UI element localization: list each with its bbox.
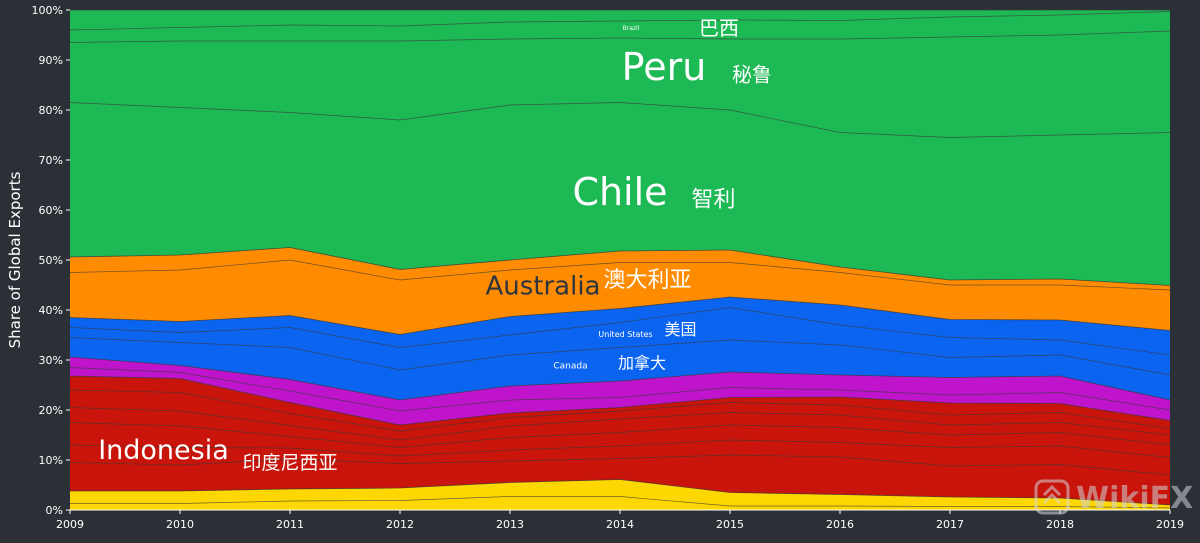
y-tick-label: 10%	[39, 454, 63, 467]
sub-line-blue-1	[69, 307, 1171, 356]
sub-line-red-0	[69, 454, 1171, 476]
sub-line-red-4	[69, 389, 1171, 432]
y-tick-label: 50%	[39, 254, 63, 267]
wikifx-logo-icon	[1034, 479, 1070, 515]
x-tick-label: 2010	[166, 518, 194, 531]
label-indonesia: Indonesia	[98, 435, 229, 466]
y-tick-label: 0%	[46, 504, 63, 517]
boundary-line-orange	[69, 247, 1171, 286]
area-blue	[70, 297, 1170, 400]
x-tick-label: 2016	[826, 518, 854, 531]
area-yellow	[70, 479, 1170, 510]
country-boundary-lines	[69, 9, 1171, 509]
watermark: WikiFX	[1034, 479, 1193, 516]
y-tick-label: 30%	[39, 354, 63, 367]
area-red	[70, 376, 1170, 505]
area-layers	[70, 10, 1170, 510]
label-chile-cn: 智利	[691, 188, 735, 213]
label-australia-cn: 澳大利亚	[603, 268, 691, 293]
x-tick-label: 2013	[496, 518, 524, 531]
sub-line-purple-0	[69, 367, 1171, 412]
label-canada: Canada	[553, 362, 587, 372]
y-tick-label: 40%	[39, 304, 63, 317]
area-green	[70, 10, 1170, 286]
boundary-line-red	[69, 375, 1171, 426]
sub-line-green-2	[69, 11, 1171, 31]
label-peru-cn: 秘鲁	[732, 63, 772, 87]
country-labels: Brazil 巴西 Peru 秘鲁 Chile 智利 Australia 澳大利亚 United…	[98, 16, 772, 474]
x-axis-ticks: 2009 2010 2011 2012 2013 2014 2015 2016 2017 2018…	[56, 510, 1184, 531]
sub-line-red-2	[69, 422, 1171, 448]
area-purple	[70, 357, 1170, 425]
label-canada-cn: 加拿大	[618, 354, 666, 373]
sub-line-green-1	[69, 30, 1171, 43]
wikifx-watermark-text: WikiFX	[1076, 481, 1193, 516]
sub-line-green-0	[69, 102, 1171, 138]
y-tick-label: 90%	[39, 54, 63, 67]
label-peru: Peru	[622, 45, 707, 89]
y-tick-label: 80%	[39, 104, 63, 117]
label-chile: Chile	[572, 170, 667, 214]
x-tick-label: 2014	[606, 518, 634, 531]
label-brazil-cn: 巴西	[699, 16, 739, 40]
label-united-states: United States	[598, 330, 652, 339]
y-axis-title: Share of Global Exports	[6, 171, 24, 348]
label-united-states-cn: 美国	[664, 320, 696, 339]
x-tick-label: 2009	[56, 518, 84, 531]
x-tick-label: 2019	[1156, 518, 1184, 531]
label-australia: Australia	[485, 272, 600, 302]
sub-line-yellow-0	[70, 496, 1171, 509]
y-tick-label: 20%	[39, 404, 63, 417]
sub-line-red-3	[69, 407, 1171, 441]
x-tick-label: 2018	[1046, 518, 1074, 531]
boundary-line-blue	[69, 296, 1171, 335]
x-tick-label: 2015	[716, 518, 744, 531]
area-orange	[70, 247, 1170, 335]
x-tick-label: 2017	[936, 518, 964, 531]
y-axis-ticks: 0% 10% 20% 30% 40% 50% 60% 70% 80% 90% 100%	[32, 4, 70, 517]
sub-line-blue-0	[69, 337, 1171, 376]
axes: 0%10%20%30%40%50%60%70%80%90%100% 2009 20…	[6, 4, 1184, 531]
boundary-line-yellow	[70, 479, 1171, 506]
label-indonesia-cn: 印度尼西亚	[242, 452, 337, 474]
sub-line-orange-0	[69, 259, 1171, 291]
y-tick-label: 60%	[39, 204, 63, 217]
x-tick-label: 2012	[386, 518, 414, 531]
x-tick-label: 2011	[276, 518, 304, 531]
sub-line-red-1	[69, 439, 1171, 458]
boundary-line-purple	[69, 356, 1171, 401]
label-brazil: Brazil	[623, 25, 640, 32]
y-tick-label: 100%	[32, 4, 63, 17]
y-tick-label: 70%	[39, 154, 63, 167]
